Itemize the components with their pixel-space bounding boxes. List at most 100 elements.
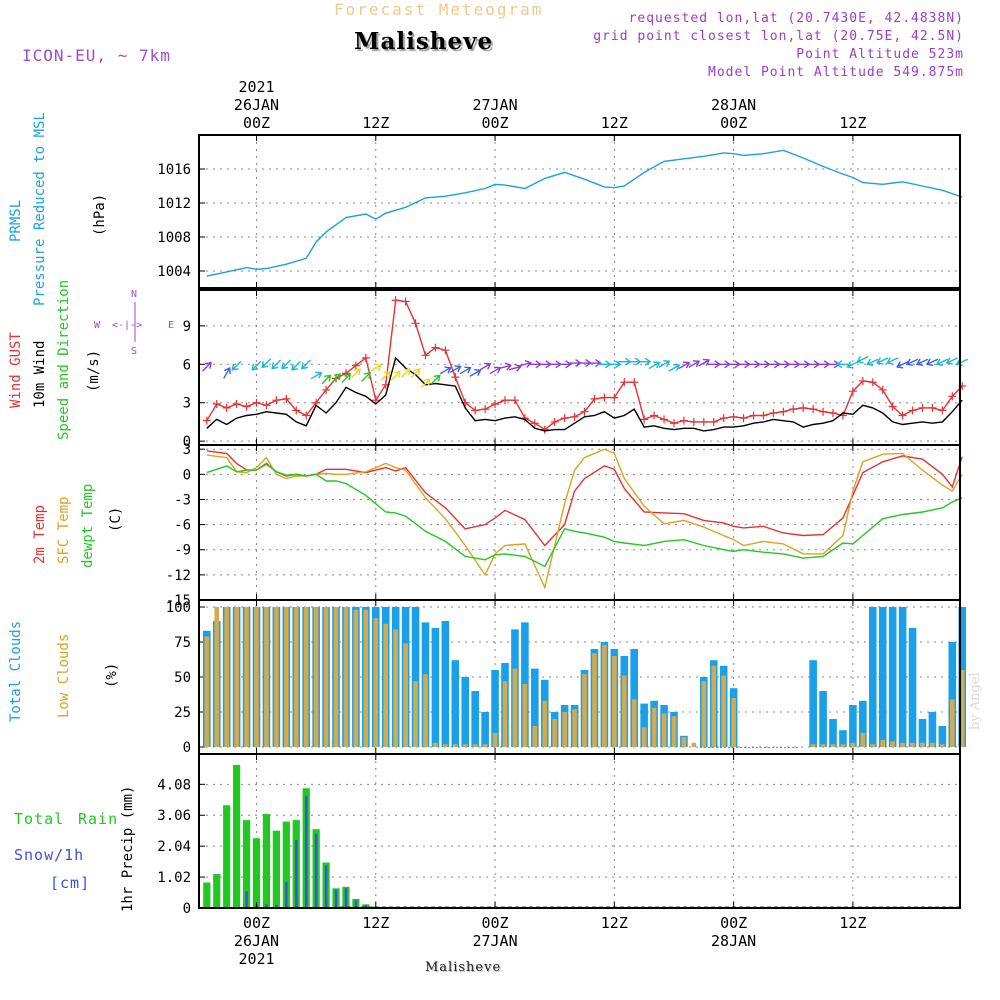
wind-arrow xyxy=(648,361,661,370)
panel-frame xyxy=(198,289,961,446)
low-cloud-bar xyxy=(552,719,557,747)
snow-bar xyxy=(245,891,248,908)
wind-arrow xyxy=(341,373,352,384)
low-cloud-bar xyxy=(433,742,438,747)
snow-bar xyxy=(305,795,308,908)
y-tick-label: 75 xyxy=(174,635,191,651)
y-tick-label: 3 xyxy=(183,396,191,412)
total-cloud-bar xyxy=(829,719,837,747)
footer-location: Malisheve xyxy=(425,960,502,975)
precip-cm-label: [cm] xyxy=(50,874,91,892)
wind-arrow xyxy=(410,368,421,379)
low-cloud-bar xyxy=(244,607,249,747)
low-cloud-bar xyxy=(850,742,856,747)
wind-arrow xyxy=(291,360,301,371)
wind-arrow xyxy=(499,362,512,371)
gust-marker xyxy=(252,398,261,407)
precip-rain-label: Rain xyxy=(78,810,119,828)
requested-coords: requested lon,lat (20.7430E, 42.4838N) xyxy=(628,11,964,26)
low-cloud-bar xyxy=(890,741,895,747)
low-cloud-bar xyxy=(641,727,647,747)
wind-arrow xyxy=(886,357,899,365)
y-tick-label: 0 xyxy=(183,434,191,450)
low-cloud-bar xyxy=(592,653,597,747)
low-cloud-bar xyxy=(284,607,289,747)
gust-marker xyxy=(580,407,589,416)
gust-marker xyxy=(709,417,718,426)
wind-arrow xyxy=(202,361,212,372)
wind-arrow xyxy=(331,373,342,384)
top-time-label: 2021 xyxy=(238,78,274,96)
top-time-label: 28JAN xyxy=(711,96,756,114)
gust-marker xyxy=(908,406,917,415)
top-time-label: 12Z xyxy=(601,114,628,132)
low-cloud-bar xyxy=(691,742,697,747)
compass-east: E xyxy=(168,320,176,331)
gust-marker xyxy=(650,411,659,420)
low-cloud-bar xyxy=(224,607,229,747)
low-cloud-bar xyxy=(621,675,627,747)
gust-marker xyxy=(242,402,251,411)
rain-bar xyxy=(252,838,261,908)
wind-arrow xyxy=(876,357,889,365)
gust-marker xyxy=(789,405,798,414)
wind-arrow xyxy=(866,358,879,367)
gust-marker xyxy=(262,401,271,410)
total-cloud-bar xyxy=(878,607,887,747)
gust-marker xyxy=(411,319,420,328)
gust-marker xyxy=(441,346,450,355)
snow-bar xyxy=(295,839,298,908)
low-cloud-bar xyxy=(383,623,389,747)
top-time-label: 00Z xyxy=(482,114,509,132)
low-cloud-bar xyxy=(582,674,587,747)
wind-arrow xyxy=(688,360,701,368)
gust-marker xyxy=(431,343,440,352)
gust-marker xyxy=(809,405,818,414)
pressure-panel xyxy=(198,134,963,289)
total-cloud-bar xyxy=(640,703,648,747)
precip-snow-label: Snow/1h xyxy=(14,846,85,864)
gust-marker xyxy=(888,402,897,411)
rain-bar xyxy=(203,882,211,908)
y-tick-label: 100 xyxy=(166,600,191,616)
series-line-0 xyxy=(206,450,963,547)
low-cloud-bar xyxy=(950,699,955,747)
gust-marker xyxy=(272,396,281,405)
gust-marker xyxy=(829,408,838,417)
gust-marker xyxy=(351,361,360,370)
gust-marker xyxy=(322,385,331,394)
low-cloud-bar xyxy=(930,742,935,747)
gust-marker xyxy=(570,412,579,421)
low-cloud-bar xyxy=(661,713,667,747)
wind-arrow xyxy=(380,370,391,381)
gust-marker xyxy=(769,408,778,417)
gust-marker xyxy=(481,405,490,414)
wind-arrow xyxy=(658,360,671,368)
low-cloud-bar xyxy=(701,681,707,747)
total-cloud-bar xyxy=(859,700,867,747)
y-tick-label: -3 xyxy=(174,492,191,508)
low-cloud-bar xyxy=(681,737,687,747)
gust-marker xyxy=(689,417,698,426)
low-cloud-bar xyxy=(522,684,528,747)
y-tick-label: 4.08 xyxy=(157,777,191,793)
top-time-label: 12Z xyxy=(839,114,866,132)
low-cloud-bar xyxy=(502,681,508,747)
wind-arrow xyxy=(508,363,522,372)
series-line-1 xyxy=(206,356,963,432)
low-cloud-bar xyxy=(413,681,418,747)
wind-arrow xyxy=(945,357,959,365)
y-tick-label: 1.02 xyxy=(157,870,191,886)
low-cloud-bar xyxy=(721,675,726,747)
wind-arrow xyxy=(678,361,691,370)
low-cloud-bar xyxy=(333,607,339,747)
rain-bar xyxy=(242,820,251,908)
low-cloud-bar xyxy=(373,618,379,747)
y-tick-label: -15 xyxy=(166,593,191,609)
low-cloud-bar xyxy=(393,629,398,747)
total-cloud-bar xyxy=(431,628,440,747)
wind-arrow xyxy=(638,357,652,366)
wind-arrow xyxy=(459,366,472,375)
y-tick-label: 6 xyxy=(183,357,191,373)
low-cloud-bar xyxy=(453,744,458,747)
